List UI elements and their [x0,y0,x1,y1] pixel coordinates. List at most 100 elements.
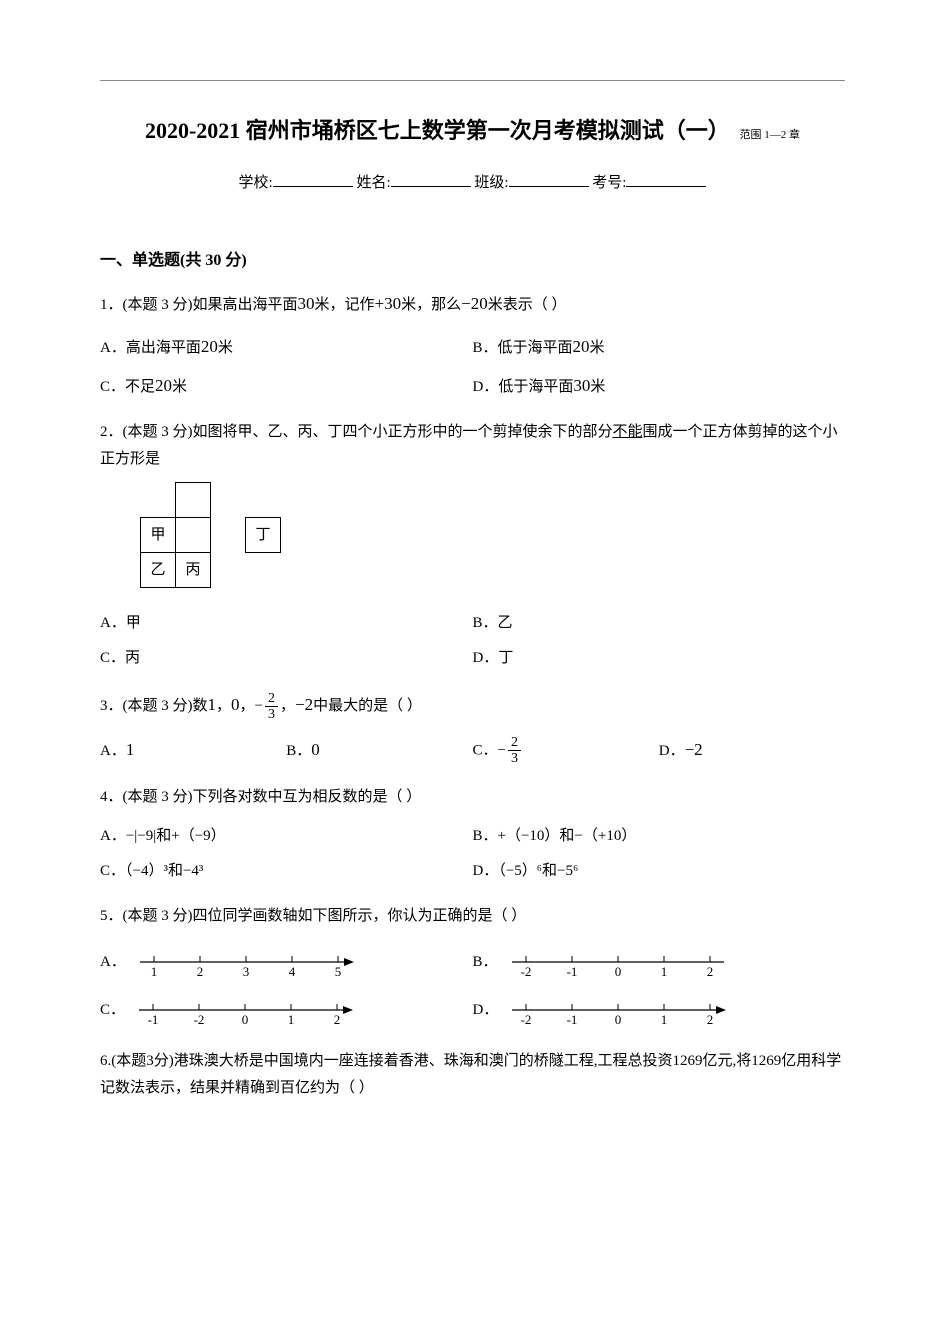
svg-text:-2: -2 [521,1012,532,1027]
svg-text:0: 0 [615,1012,622,1027]
label-name: 姓名: [356,175,390,191]
q3-opt-d[interactable]: D．−2 [659,731,845,771]
svg-text:4: 4 [289,964,296,979]
q2-stem: 2．(本题 3 分)如图将甲、乙、丙、丁四个小正方形中的一个剪掉使余下的部分不能… [100,419,845,473]
title-row: 2020-2021 宿州市埇桥区七上数学第一次月考模拟测试（一） 范围 1—2 … [100,111,845,151]
info-row: 学校: 姓名: 班级: 考号: [100,169,845,197]
q5-d-label: D． [473,997,499,1024]
page-title: 2020-2021 宿州市埇桥区七上数学第一次月考模拟测试（一） [145,118,730,143]
numline-a: 12345 [136,944,356,980]
q5-a-label: A． [100,949,126,976]
q5-options: A． 12345 B． -2-1012 C． C． -1-2012 D． -2-… [100,938,845,1034]
svg-text:1: 1 [288,1012,295,1027]
q4-opt-c[interactable]: C．（−4）³和−4³ [100,854,473,889]
net-cell-ding: 丁 [245,517,281,553]
q3-a-v: 1 [126,740,135,759]
svg-text:0: 0 [242,1012,249,1027]
q2-opt-c[interactable]: C．丙 [100,641,473,676]
q5-opt-d[interactable]: D． -2-1012 [473,986,846,1034]
q1-opt-b[interactable]: B．低于海平面20米 [473,328,846,367]
top-rule [100,80,845,81]
q5-c-label: C． [100,997,125,1024]
q3: 3．(本题 3 分)数1，0，−23，−2中最大的是（ ） A．1 B．0 C．… [100,690,845,770]
q6: 6.(本题3分)港珠澳大桥是中国境内一座连接着香港、珠海和澳门的桥隧工程,工程总… [100,1048,845,1102]
label-class: 班级: [474,175,508,191]
blank-school[interactable] [273,169,353,187]
q4-opt-b[interactable]: B．+（−10）和−（+10） [473,819,846,854]
q3-s1: ， [216,698,231,714]
q2-opt-a[interactable]: A．甲 [100,606,473,641]
label-examno: 考号: [592,175,626,191]
q3-c-sign: − [498,742,506,758]
q4-opt-a[interactable]: A．−|−9|和+（−9） [100,819,473,854]
q3-sign: − [255,698,263,714]
svg-text:2: 2 [707,1012,714,1027]
net-cell-bing: 丙 [175,552,211,588]
net-cell-yi: 乙 [140,552,176,588]
numline-d: -2-1012 [508,992,728,1028]
q3-opt-a[interactable]: A．1 [100,731,286,771]
blank-examno[interactable] [626,169,706,187]
q1-options: A．高出海平面20米 B．低于海平面20米 C．不足20米 D．低于海平面30米 [100,328,845,405]
svg-text:-2: -2 [520,964,531,979]
q1-d-val: 30 [573,376,590,395]
q1-d-post: 米 [590,379,605,395]
svg-text:1: 1 [661,1012,668,1027]
q6-stem: 6.(本题3分)港珠澳大桥是中国境内一座连接着香港、珠海和澳门的桥隧工程,工程总… [100,1048,845,1102]
q4-stem: 4．(本题 3 分)下列各对数中互为相反数的是（ ） [100,784,845,811]
q5-opt-b[interactable]: B． -2-1012 [473,938,846,986]
q1-c-pre: C．不足 [100,379,155,395]
net-cell [175,517,211,553]
title-scope: 范围 1—2 章 [740,129,801,141]
q3-v1: 1 [208,695,217,714]
q3-frac-den: 3 [265,707,278,722]
q3-c-num: 2 [508,735,521,751]
q1-d-pre: D．低于海平面 [473,379,574,395]
svg-text:-1: -1 [566,964,577,979]
svg-text:1: 1 [151,964,158,979]
svg-text:-2: -2 [194,1012,205,1027]
q1-a-val: 20 [201,337,218,356]
q1-opt-a[interactable]: A．高出海平面20米 [100,328,473,367]
q1-opt-d[interactable]: D．低于海平面30米 [473,367,846,406]
q1-opt-c[interactable]: C．不足20米 [100,367,473,406]
q4-opt-d[interactable]: D．（−5）⁶和−5⁶ [473,854,846,889]
svg-text:-1: -1 [148,1012,159,1027]
q1-stem-s: 米表示（ ） [488,297,567,313]
q3-opt-c[interactable]: C．−23 [473,731,659,771]
q3-v2: 0 [231,695,240,714]
blank-class[interactable] [509,169,589,187]
q1-stem-a: 1．(本题 3 分)如果高出海平面 [100,297,298,313]
q1: 1．(本题 3 分)如果高出海平面30米，记作+30米，那么−20米表示（ ） … [100,289,845,405]
q3-stem-b: 中最大的是（ ） [313,698,422,714]
q2: 2．(本题 3 分)如图将甲、乙、丙、丁四个小正方形中的一个剪掉使余下的部分不能… [100,419,845,676]
q1-stem: 1．(本题 3 分)如果高出海平面30米，记作+30米，那么−20米表示（ ） [100,289,845,320]
q1-c-val: 20 [155,376,172,395]
q1-v3: −20 [461,294,488,313]
q3-frac: 23 [265,691,278,723]
q3-s3: ， [280,698,295,714]
blank-name[interactable] [391,169,471,187]
q1-c-post: 米 [172,379,187,395]
q2-opt-b[interactable]: B．乙 [473,606,846,641]
q5-opt-c[interactable]: C． C． -1-2012 [100,986,473,1034]
q4: 4．(本题 3 分)下列各对数中互为相反数的是（ ） A．−|−9|和+（−9）… [100,784,845,889]
net-cell-jia: 甲 [140,517,176,553]
q3-b-l: B． [286,743,311,759]
q3-opt-b[interactable]: B．0 [286,731,472,771]
q3-c-den: 3 [508,751,521,766]
q1-v1: 30 [298,294,315,313]
q5-opt-a[interactable]: A． 12345 [100,938,473,986]
q1-b-pre: B．低于海平面 [473,340,573,356]
q4-options: A．−|−9|和+（−9） B．+（−10）和−（+10） C．（−4）³和−4… [100,819,845,889]
q3-c-l: C． [473,742,498,758]
q2-stem-a: 2．(本题 3 分)如图将甲、乙、丙、丁四个小正方形中的一个剪掉使余下的部分 [100,424,613,440]
numline-c: -1 -2 0 1 2 [135,992,355,1028]
q3-stem: 3．(本题 3 分)数1，0，−23，−2中最大的是（ ） [100,690,845,722]
q2-opt-d[interactable]: D．丁 [473,641,846,676]
section-heading: 一、单选题(共 30 分) [100,247,845,276]
q5-b-label: B． [473,949,498,976]
q3-a-l: A． [100,743,126,759]
q3-options: A．1 B．0 C．−23 D．−2 [100,731,845,771]
svg-text:2: 2 [334,1012,341,1027]
